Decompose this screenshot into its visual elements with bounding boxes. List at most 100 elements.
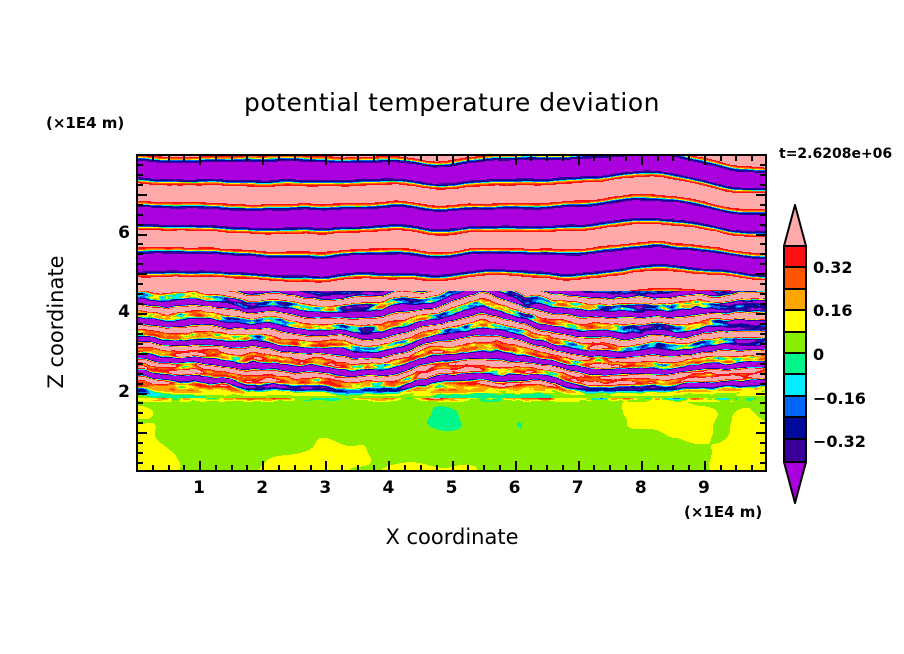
x-tick-label: 8: [634, 478, 647, 498]
x-tick-label: 3: [319, 478, 332, 498]
axis-tick: [138, 342, 143, 345]
axis-tick: [498, 156, 501, 161]
axis-tick: [138, 273, 147, 276]
x-tick-label: 7: [571, 478, 584, 498]
axis-tick: [760, 342, 765, 345]
contour-field-canvas: [138, 156, 765, 470]
axis-tick: [372, 156, 375, 161]
axis-tick: [262, 461, 265, 470]
axis-tick: [183, 465, 186, 470]
axis-tick: [138, 253, 143, 256]
colorbar-band: [785, 375, 805, 397]
axis-tick: [756, 313, 765, 315]
axis-tick: [138, 372, 143, 375]
axis-tick: [760, 303, 765, 306]
axis-tick: [760, 382, 765, 385]
axis-tick: [760, 412, 765, 415]
axis-tick: [138, 412, 143, 415]
axis-tick: [483, 156, 486, 161]
colorbar-band: [785, 311, 805, 333]
colorbar-band: [785, 289, 805, 312]
axis-tick: [230, 465, 233, 470]
axis-tick: [372, 465, 375, 470]
axis-tick: [451, 461, 454, 470]
axis-tick: [138, 452, 143, 455]
y-axis-title: Z coordinate: [44, 255, 68, 389]
axis-tick: [138, 332, 143, 335]
axis-tick: [309, 156, 312, 161]
axis-tick: [138, 352, 147, 355]
axis-tick: [199, 461, 202, 470]
axis-tick: [138, 462, 143, 465]
axis-tick: [760, 442, 765, 445]
axis-tick: [138, 303, 143, 306]
y-axis-unit-label: (×1E4 m): [46, 114, 125, 132]
axis-tick: [593, 465, 596, 470]
axis-tick: [756, 193, 765, 196]
axis-tick: [625, 465, 628, 470]
axis-tick: [138, 422, 143, 425]
axis-tick: [760, 253, 765, 256]
axis-tick: [138, 163, 143, 166]
axis-tick: [467, 465, 470, 470]
axis-tick: [672, 156, 675, 161]
axis-tick: [577, 156, 580, 165]
axis-tick: [356, 156, 359, 161]
axis-tick: [760, 452, 765, 455]
axis-tick: [703, 156, 706, 165]
axis-tick: [760, 163, 765, 166]
axis-tick: [325, 461, 328, 470]
x-tick-label: 9: [697, 478, 710, 498]
axis-tick: [760, 372, 765, 375]
axis-tick: [356, 465, 359, 470]
axis-tick: [138, 392, 147, 395]
axis-tick: [138, 173, 143, 176]
axis-tick: [760, 203, 765, 206]
axis-tick: [388, 156, 391, 165]
colorbar-band: [785, 247, 805, 269]
colorbar-band: [785, 396, 805, 419]
axis-tick: [138, 263, 143, 266]
colorbar-tick-label: −0.32: [813, 432, 866, 452]
axis-tick: [151, 465, 154, 470]
axis-tick: [609, 156, 612, 161]
axis-tick: [138, 193, 147, 196]
axis-tick: [138, 233, 147, 236]
axis-tick: [760, 223, 765, 226]
page-title: potential temperature deviation: [244, 88, 660, 117]
x-tick-label: 6: [508, 478, 521, 498]
axis-tick: [230, 156, 233, 161]
axis-tick: [138, 293, 143, 296]
axis-tick: [435, 156, 438, 161]
axis-tick: [277, 156, 280, 161]
axis-tick: [167, 465, 170, 470]
axis-tick: [760, 422, 765, 425]
axis-tick: [760, 173, 765, 176]
axis-tick: [530, 156, 533, 161]
axis-tick: [246, 465, 249, 470]
colorbar-band: [785, 268, 805, 290]
axis-tick: [451, 156, 454, 165]
axis-tick: [760, 283, 765, 286]
axis-tick: [404, 156, 407, 161]
colorbar-tick-label: −0.16: [813, 388, 866, 408]
colorbar-tick-label: 0.16: [813, 301, 853, 321]
axis-tick: [214, 156, 217, 161]
axis-tick: [246, 156, 249, 161]
axis-tick: [138, 243, 143, 246]
axis-tick: [138, 432, 147, 435]
axis-tick: [760, 322, 765, 325]
axis-tick: [514, 156, 517, 165]
axis-tick: [751, 465, 754, 470]
time-stamp-label: t=2.6208e+06: [779, 146, 893, 162]
axis-tick: [138, 442, 143, 445]
axis-tick: [688, 156, 691, 161]
axis-tick: [609, 465, 612, 470]
axis-tick: [341, 465, 344, 470]
axis-tick: [293, 156, 296, 161]
colorbar: 0.32 0.16 0 −0.16 −0.32: [783, 204, 866, 504]
axis-tick: [625, 156, 628, 161]
axis-tick: [467, 156, 470, 161]
axis-tick: [656, 465, 659, 470]
axis-tick: [167, 156, 170, 161]
